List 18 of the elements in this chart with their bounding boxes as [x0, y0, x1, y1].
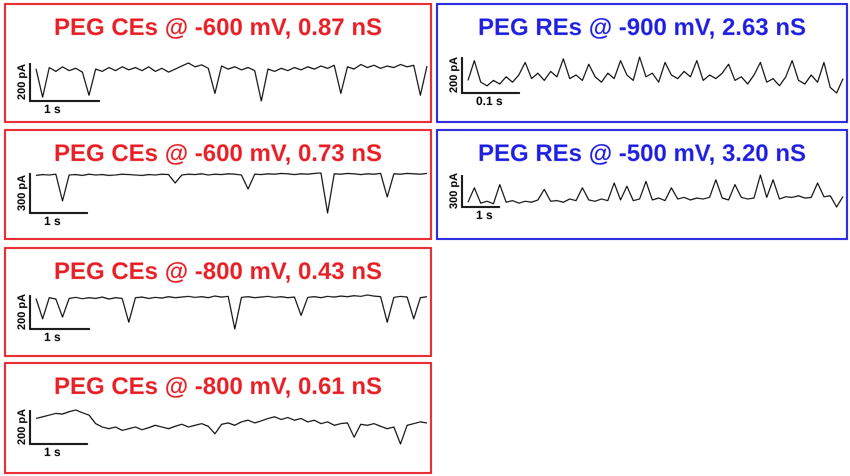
- text: 200 pA: [16, 408, 28, 446]
- text: 200 pA: [448, 56, 460, 94]
- chart-title: PEG CEs @ -600 mV, 0.73 nS: [54, 140, 382, 167]
- text: 1 s: [44, 445, 62, 459]
- chart-title: PEG REs @ -900 mV, 2.63 nS: [478, 14, 806, 41]
- text: 1 s: [44, 102, 62, 116]
- text: 300 pA: [16, 174, 28, 212]
- chart-title: PEG CEs @ -800 mV, 0.61 nS: [54, 373, 382, 400]
- text: 300 pA: [448, 172, 460, 210]
- text: 200 pA: [16, 294, 28, 330]
- text: 200 pA: [16, 64, 28, 100]
- text: 1 s: [44, 214, 62, 228]
- text: 1 s: [476, 208, 494, 222]
- chart-title: PEG REs @ -500 mV, 3.20 nS: [478, 140, 806, 167]
- text: 1 s: [44, 330, 62, 344]
- text: 0.1 s: [476, 94, 504, 108]
- chart-title: PEG CEs @ -600 mV, 0.87 nS: [54, 14, 382, 41]
- chart-title: PEG CEs @ -800 mV, 0.43 nS: [54, 258, 382, 285]
